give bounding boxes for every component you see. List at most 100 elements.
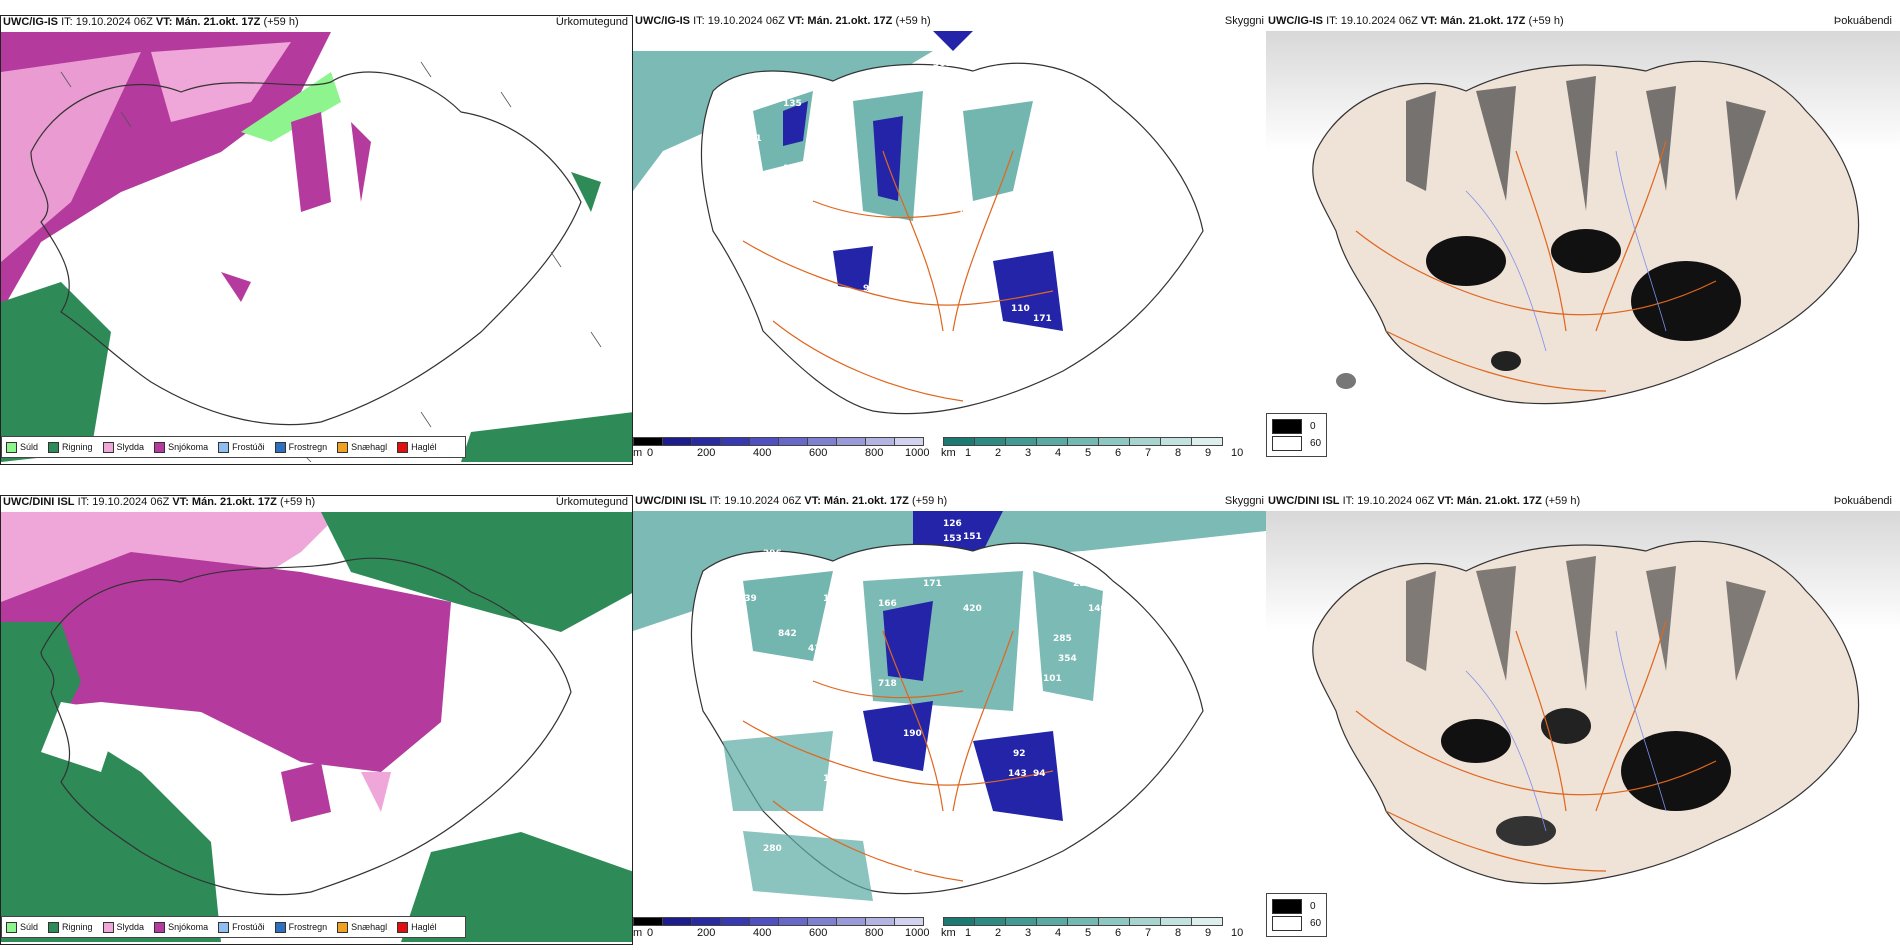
cbar-tick: 1000 [905,447,930,459]
vis-num: 126 [943,519,962,529]
cbar-cell [1037,917,1068,926]
cbar-unit: km [941,927,956,939]
vis-num: 141 [783,164,802,174]
legend-snjokoma: Snjókoma [154,921,208,933]
cbar-cell [1130,437,1161,446]
legend-snaehagl: Snæhagl [337,921,387,933]
vis-num: 112 [938,149,957,159]
legend-haglel: Haglél [397,921,437,933]
cbar-cell [634,917,663,926]
vis-num: 95 [863,284,876,294]
vis-num: 140 [783,562,802,572]
bottom-vis-numbers: 126 153 151 296 156 140 316 139 155 166 … [713,519,1142,879]
vis-num: 842 [778,629,797,639]
cbar-cell [1068,917,1099,926]
cbar-tick: 7 [1145,447,1152,459]
cbar-cell [944,437,975,446]
vis-num: 67 [938,109,951,119]
vis-num: 102 [1088,144,1107,154]
legend-slydda: Slydda [102,921,144,933]
cbar-cell [1161,437,1192,446]
vis-num: 171 [1033,314,1052,324]
vis-num: 140 [1088,604,1107,614]
swatch-slydda [102,441,114,453]
vis-num: 296 [763,549,782,559]
vis-num: 316 [713,584,732,594]
swatch-frostregn [274,921,286,933]
vis-num: 135 [783,99,802,109]
cbar-tick: 8 [1175,447,1182,459]
cbar-cell [663,917,692,926]
vis-num: 101 [1043,674,1062,684]
cbar-cell [779,917,808,926]
cbar-tick: 8 [1175,927,1182,939]
vis-num: 118 [1053,164,1072,174]
vis-num: 414 [808,644,827,654]
vis-num: 139 [738,594,757,604]
vis-num: 143 [1008,769,1027,779]
vis-num: 329 [1123,624,1142,634]
legend-rigning: Rigning [48,441,93,453]
cbar-cell [721,437,750,446]
cbar-cell [1192,437,1223,446]
cbar-cell [750,437,779,446]
swatch-frostudi [218,921,230,933]
cbar-tick: 4 [1055,447,1062,459]
cbar-cell [808,917,837,926]
cbar-tick: 200 [697,447,716,459]
swatch-haglel [397,921,409,933]
vis-num: 420 [963,604,982,614]
vis-num: 129 [938,194,957,204]
cbar-tick: 9 [1205,447,1212,459]
vis-num: 354 [1058,654,1077,664]
cbar-tick: 5 [1085,927,1092,939]
cbar-tick: 1000 [905,927,930,939]
cbar-cell [944,917,975,926]
cbar-tick: 1 [965,927,972,939]
cbar-tick: 4 [1055,927,1062,939]
bottom-fog-field: Þokuábendi [1833,495,1892,507]
bottom-vis-field: Skyggni [1224,495,1264,507]
cbar-tick: 0 [647,447,654,459]
cbar-cell [663,437,692,446]
top-fog-panel: UWC/IG-IS IT: 19.10.2024 06Z VT: Mán. 21… [1266,15,1900,465]
vis-num: 280 [763,844,782,854]
vis-num: 216 [748,99,767,109]
top-fog-header: UWC/IG-IS IT: 19.10.2024 06Z VT: Mán. 21… [1268,15,1564,27]
swatch-suld [6,441,17,453]
cbar-unit: m [633,927,643,939]
vis-num: 141 [743,134,762,144]
bottom-visibility-panel: UWC/DINI ISL IT: 19.10.2024 06Z VT: Mán.… [633,495,1266,945]
top-precip-header: UWC/IG-IS IT: 19.10.2024 06Z VT: Mán. 21… [3,16,299,28]
cbar-tick: 600 [809,927,828,939]
vis-num: 123 [703,414,722,424]
cbar-cell [779,437,808,446]
vis-num: 136 [943,254,962,264]
cbar-cell [1006,917,1037,926]
top-precip-legend: Súld Rigning Slydda Snjókoma Frostúði Fr… [1,436,466,458]
vis-num: 110 [838,749,857,759]
vis-num: 201 [718,119,737,129]
top-fog-map [1266,31,1900,405]
legend-suld: Súld [6,441,38,453]
swatch-slydda [102,921,114,933]
vis-num: 285 [1053,634,1072,644]
cbar-cell [1099,917,1130,926]
vis-num: 225 [713,149,732,159]
legend-frostregn: Frostregn [274,921,327,933]
bottom-fog-panel: UWC/DINI ISL IT: 19.10.2024 06Z VT: Mán.… [1266,495,1900,945]
fog-swatch-60 [1272,916,1302,931]
vis-num: 151 [963,532,982,542]
cbar-cell [692,917,721,926]
legend-rigning: Rigning [48,921,93,933]
vis-num: 119 [823,774,842,784]
cbar-tick: 600 [809,447,828,459]
vis-num: 159 [1028,119,1047,129]
vis-num: 190 [903,729,922,739]
top-vis-colorbar: km 1 2 3 4 5 6 7 8 9 10 [941,437,1243,460]
cbar-tick: 200 [697,927,716,939]
cbar-tick: 6 [1115,447,1122,459]
vis-num: 718 [878,679,897,689]
cbar-cell [1068,437,1099,446]
swatch-snjokoma [154,921,166,933]
